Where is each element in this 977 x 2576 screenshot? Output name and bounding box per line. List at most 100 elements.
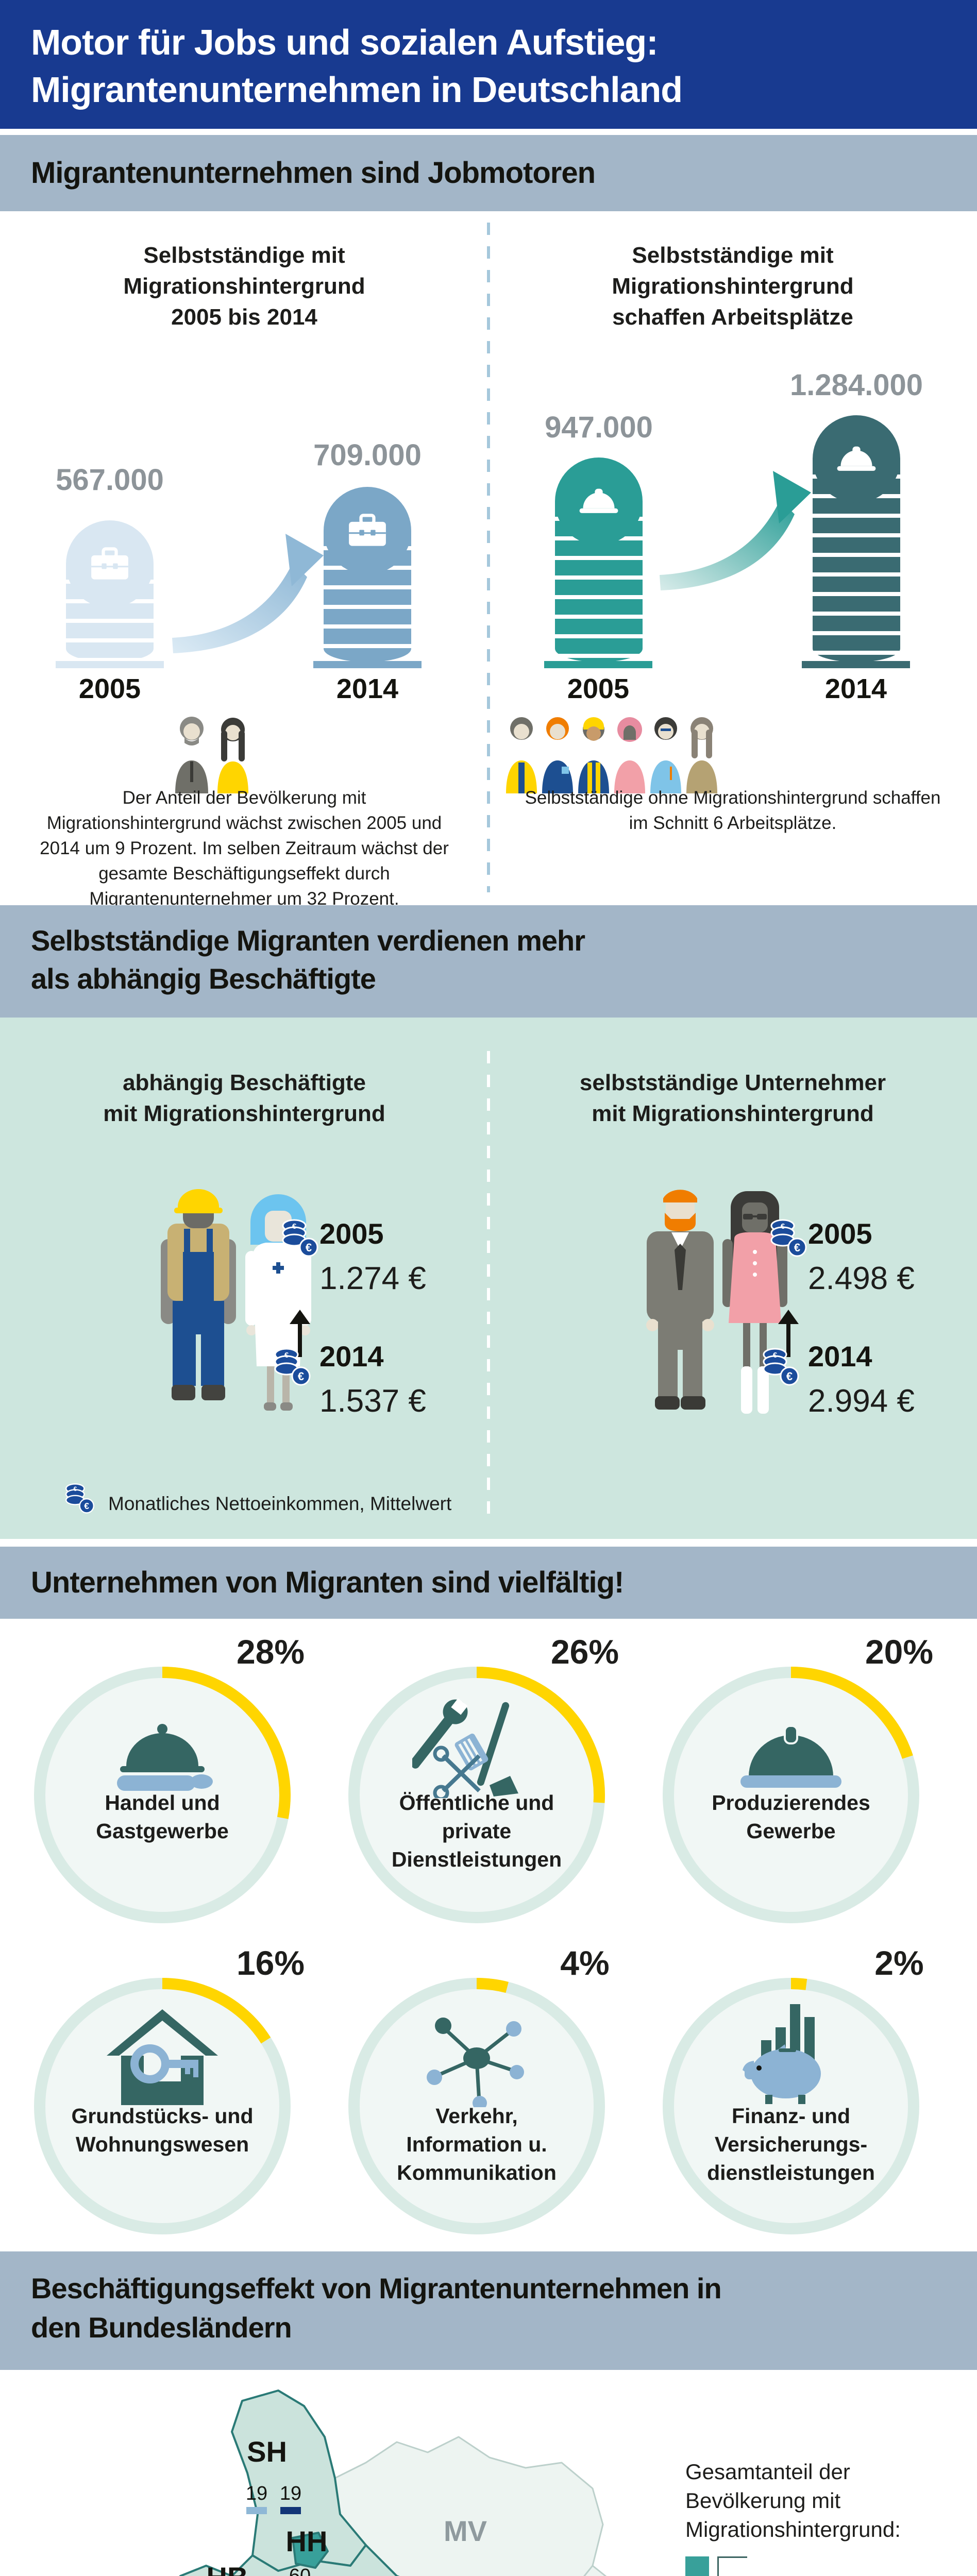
sector-pct: 28% <box>236 1633 305 1671</box>
hard-hat-icon <box>740 1725 841 1788</box>
sector-label: Verkehr, Information u. Kommunikation <box>397 2104 557 2184</box>
sector-ring-produzierendes <box>663 1667 919 1923</box>
state-label-HB: HB <box>207 2561 248 2576</box>
sector-ring-finanz <box>663 1978 919 2234</box>
income-value: 1.274 € <box>319 1261 426 1296</box>
svg-text:€: € <box>292 1222 297 1231</box>
map-bars <box>246 2507 301 2514</box>
svg-text:€: € <box>284 1351 289 1360</box>
section2-header-band: Selbstständige Migranten verdienen mehr … <box>0 905 977 1018</box>
coin-stack-selbststaendige-2014 <box>324 487 411 662</box>
sector-label: Öffentliche und private Dienstleistungen <box>391 1791 562 1871</box>
hard-hat-icon <box>579 488 618 513</box>
sector-pct: 20% <box>865 1633 934 1671</box>
euro-coins-icon: € € <box>770 1219 807 1257</box>
year-label: 2014 <box>824 673 887 704</box>
businesswoman-figure <box>722 1191 787 1414</box>
section3-header: Unternehmen von Migranten sind vielfälti… <box>31 1566 624 1599</box>
svg-text:€: € <box>84 1501 89 1511</box>
coin-top <box>324 487 411 574</box>
svg-text:€: € <box>298 1370 304 1383</box>
piggy-bank-icon <box>743 2004 821 2104</box>
sector-label: Finanz- und Versicherungs- dienstleistun… <box>707 2104 875 2184</box>
income-value: 2.498 € <box>808 1261 915 1296</box>
briefcase-icon <box>91 547 128 580</box>
section2-divider <box>487 1051 490 1515</box>
section1-right-title: Selbstständige mit Migrationshintergrund… <box>612 243 854 330</box>
briefcase-icon <box>349 514 386 546</box>
state-NI-region <box>179 2544 400 2576</box>
migrant-couple-icon <box>175 717 248 793</box>
legend-share-tick <box>717 2556 747 2558</box>
coin-top <box>555 457 643 545</box>
job-stack-2014 <box>813 415 900 662</box>
baseline-2014-right <box>802 661 910 668</box>
euro-coins-icon: € € <box>763 1348 799 1386</box>
state-MV-region <box>334 2436 604 2576</box>
income-value: 2.994 € <box>808 1383 915 1419</box>
section2-footnote: Monatliches Nettoeinkommen, Mittelwert <box>108 1493 452 1514</box>
section1-divider <box>487 223 490 892</box>
bar-SH-2014 <box>280 2507 301 2514</box>
value-2014-left: 709.000 <box>313 438 422 472</box>
section1-right-caption: Selbstständige ohne Migrationshintergrun… <box>525 788 941 833</box>
legend-share-axis <box>717 2556 719 2576</box>
section1-header: Migrantenunternehmen sind Jobmotoren <box>31 156 596 190</box>
baseline-2005-left <box>56 661 164 668</box>
job-stack-2005 <box>555 457 643 662</box>
section2-left-label: abhängig Beschäftigte mit Migrationshint… <box>103 1070 385 1126</box>
up-arrow-icon <box>778 1310 799 1357</box>
sector-ring-dienstleistungen <box>348 1667 605 1923</box>
person-icon <box>506 717 537 793</box>
income-year: 2014 <box>808 1340 872 1372</box>
baseline-2014-left <box>313 661 422 668</box>
person-icon <box>686 717 717 793</box>
legend-share-swatch-30 <box>685 2556 709 2576</box>
state-label-HH: HH <box>286 2525 328 2557</box>
euro-coins-icon: € € <box>274 1348 311 1386</box>
svg-text:€: € <box>306 1241 312 1254</box>
network-icon <box>427 2018 524 2107</box>
construction-worker-figure <box>161 1189 236 1400</box>
person-icon <box>542 717 573 793</box>
coin-stack-selbststaendige-2005 <box>66 520 154 662</box>
year-label: 2005 <box>78 673 141 704</box>
title-band <box>0 0 977 129</box>
section3-header-band: Unternehmen von Migranten sind vielfälti… <box>0 1547 977 1619</box>
income-value: 1.537 € <box>319 1383 426 1419</box>
sector-ring-wohnungswesen <box>34 1978 291 2234</box>
bar-SH-2005 <box>246 2507 267 2514</box>
hard-hat-icon <box>837 446 876 471</box>
person-icon <box>650 717 681 793</box>
euro-coins-icon: € € <box>65 1483 94 1514</box>
coin-top <box>66 520 154 608</box>
euro-coins-icon: € € <box>282 1219 318 1257</box>
bar-value: 60 <box>289 2565 311 2576</box>
value-2005-left: 567.000 <box>56 463 164 497</box>
coin-top <box>813 415 900 503</box>
up-arrow-icon <box>290 1310 310 1357</box>
growth-arrow-icon <box>660 471 811 590</box>
income-year: 2014 <box>319 1340 384 1372</box>
person-icon <box>614 717 645 793</box>
growth-arrow-icon <box>172 534 324 653</box>
svg-text:€: € <box>786 1370 793 1383</box>
sector-label: Handel und Gastgewerbe <box>96 1791 229 1843</box>
services-tools-icon <box>412 1698 518 1798</box>
state-label-MV: MV <box>444 2515 487 2547</box>
page-title-line2: Migrantenunternehmen in Deutschland <box>31 70 683 110</box>
section1-left-caption: Der Anteil der Bevölkerung mit Migration… <box>40 788 449 909</box>
year-label: 2005 <box>567 673 630 704</box>
value-2005-right: 947.000 <box>545 411 653 444</box>
bar-value: 19 <box>280 2483 301 2504</box>
person-icon <box>578 717 609 793</box>
bar-value: 41 <box>323 2574 345 2576</box>
sector-label: Produzierendes Gewerbe <box>712 1791 870 1843</box>
section1-left-title: Selbstständige mit Migrationshintergrund… <box>123 243 365 330</box>
sector-pct: 16% <box>236 1944 305 1982</box>
map-header-band: Beschäftigungseffekt von Migrantenuntern… <box>0 2251 977 2370</box>
svg-text:€: € <box>73 1485 77 1493</box>
value-2014-right: 1.284.000 <box>789 368 923 402</box>
sector-pct: 4% <box>560 1944 610 1982</box>
page-title-line1: Motor für Jobs und sozialen Aufstieg: <box>31 22 659 62</box>
